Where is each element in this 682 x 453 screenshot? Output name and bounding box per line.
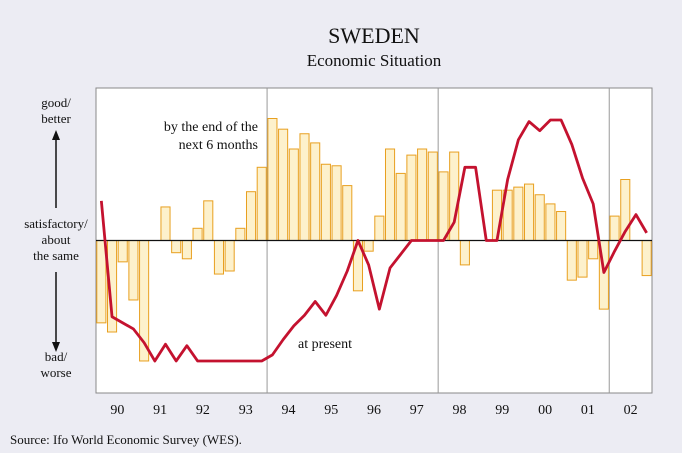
bar (395, 172, 406, 241)
bar (566, 240, 577, 281)
bar (556, 211, 567, 241)
x-tick-label: 94 (281, 403, 295, 418)
bar (534, 194, 545, 241)
marks (96, 88, 652, 393)
arrow-down-head (52, 342, 60, 352)
bar (203, 200, 214, 242)
x-tick-label: 02 (624, 403, 638, 418)
x-tick-label: 92 (196, 403, 210, 418)
x-tick-label: 98 (453, 403, 467, 418)
source: Source: Ifo World Economic Survey (WES). (10, 432, 242, 447)
bar (513, 186, 524, 241)
bar (256, 166, 267, 241)
x-tick-label: 91 (153, 403, 167, 418)
bar (438, 171, 449, 241)
y-label: the same (33, 248, 79, 263)
bar (384, 148, 396, 241)
bar (288, 148, 299, 241)
bar (609, 215, 620, 242)
bar (588, 240, 599, 260)
x-tick-label: 95 (324, 403, 338, 418)
bar (427, 151, 438, 241)
y-label: satisfactory/ (24, 216, 88, 231)
bar (245, 191, 257, 241)
bar (406, 154, 417, 242)
bar (299, 133, 310, 241)
bar (641, 240, 652, 277)
x-tick-label: 93 (239, 403, 253, 418)
bar (224, 240, 235, 272)
y-label: worse (40, 365, 71, 380)
bar (117, 240, 128, 263)
bar (128, 240, 139, 301)
y-label: good/ (41, 95, 71, 110)
bar (171, 240, 182, 254)
arrow-up-head (52, 130, 60, 140)
annotation: next 6 months (179, 138, 258, 153)
bar (181, 240, 192, 260)
bar (278, 128, 289, 241)
line (99, 118, 648, 363)
chart-title: SWEDEN (328, 23, 420, 48)
bar (523, 183, 535, 241)
bar (459, 240, 470, 266)
bar (417, 148, 428, 241)
y-label: about (42, 232, 71, 247)
bar (160, 206, 171, 241)
bar (96, 240, 107, 324)
x-tick-label: 01 (581, 403, 595, 418)
bar (577, 240, 588, 278)
x-tick-label: 99 (495, 403, 509, 418)
bar (331, 165, 342, 241)
x-tick-label: 97 (410, 403, 424, 418)
annotation: by the end of the (164, 120, 258, 135)
x-tick-label: 00 (538, 403, 552, 418)
bar (267, 118, 278, 241)
bar (235, 227, 246, 242)
bar (310, 142, 321, 241)
bar (363, 240, 374, 252)
chart-subtitle: Economic Situation (307, 51, 442, 70)
x-tick-label: 96 (367, 403, 381, 418)
bar (320, 163, 331, 241)
y-label: better (41, 111, 71, 126)
x-tick-label: 90 (110, 403, 124, 418)
bar (192, 227, 203, 242)
annotation: at present (298, 337, 352, 352)
bar (374, 215, 385, 242)
bar (342, 185, 353, 242)
y-label: bad/ (45, 349, 68, 364)
bar (213, 240, 225, 275)
bar (545, 203, 556, 241)
